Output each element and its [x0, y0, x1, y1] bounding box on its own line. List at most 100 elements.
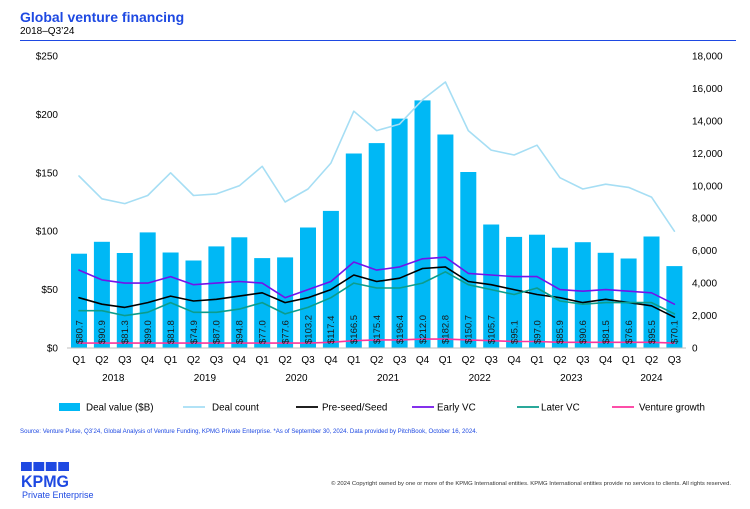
- data-label-q4-2023: $81.5: [601, 320, 612, 344]
- x-axis-quarter-label: Q3: [485, 355, 499, 366]
- bar-deal-value-b-q3-2023: [574, 242, 591, 348]
- legend-label-deal-count: Deal count: [212, 403, 259, 414]
- legend-item-early-vc: Early VC: [412, 403, 476, 414]
- y-axis-left: $0 $50 $100 $150 $200 $250: [36, 52, 59, 355]
- x-axis-quarter-label: Q3: [393, 355, 407, 366]
- kpmg-logo-box: [21, 462, 32, 471]
- bar-deal-value-b-q1-2019: [162, 252, 179, 348]
- bar-deal-value-b-q2-2021: [368, 143, 385, 348]
- x-axis-quarter-label: Q3: [668, 355, 682, 366]
- line-later-vc: [78, 270, 676, 317]
- y-axis-right-tick-label: 14,000: [692, 116, 723, 127]
- legend-label-early-vc: Early VC: [437, 403, 476, 414]
- y-axis-left-tick-label: $250: [36, 52, 59, 63]
- bar-deal-value-b-q3-2020: [300, 227, 316, 348]
- bar-deal-value-b-q1-2018: [71, 253, 87, 348]
- bar-deal-value-b-q1-2023: [529, 234, 545, 348]
- x-axis-quarter-label: Q2: [278, 355, 292, 366]
- x-axis-quarter-label: Q4: [507, 355, 521, 366]
- y-axis-right-tick-label: 8,000: [692, 214, 717, 225]
- bar-deal-value-b-q1-2021: [345, 153, 362, 348]
- bar-deal-value-b-q3-2019: [208, 246, 225, 348]
- bar-deal-value-b-q3-2022: [483, 224, 500, 348]
- x-axis-quarter-label: Q3: [576, 355, 590, 366]
- venture-financing-chart: $0 $50 $100 $150 $200 $250 0 2,000 4,000 6,000 8,0…: [36, 52, 723, 414]
- data-label-q1-2022: $182.8: [441, 315, 452, 344]
- kpmg-logo-box: [45, 462, 57, 471]
- x-axis-quarter-label: Q3: [118, 355, 132, 366]
- kpmg-logo-wordmark: KPMG: [21, 472, 69, 489]
- title-divider: [20, 40, 736, 41]
- line-early-vc: [78, 256, 676, 306]
- line-pre-seed-seed: [78, 266, 676, 319]
- bar-deal-value-b-q3-2021: [391, 118, 408, 348]
- data-label-q3-2024: $70.1: [670, 320, 681, 344]
- kpmg-logo: KPMG: [21, 462, 69, 489]
- data-label-q1-2024: $76.6: [624, 320, 635, 344]
- chart-legend: Deal value ($B) Deal count Pre-seed/Seed Ea…: [59, 403, 705, 414]
- division-name: Private Enterprise: [22, 490, 94, 500]
- copyright-notice: © 2024 Copyright owned by one or more of…: [331, 481, 731, 487]
- x-axis-year-label: 2018: [102, 373, 125, 384]
- x-axis-quarter-label: Q1: [622, 355, 636, 366]
- data-label-q4-2022: $95.1: [509, 320, 520, 344]
- legend-item-deal-count: Deal count: [183, 403, 259, 414]
- legend-item-venture-growth: Venture growth: [612, 403, 705, 414]
- data-labels-deal-value-b: $80.7 $90.9 $81.3 $99.0 $81.8 $74.9 $87.0 $94.8…: [74, 315, 680, 344]
- data-label-q4-2018: $99.0: [143, 320, 154, 344]
- y-axis-right-tick-label: 6,000: [692, 246, 717, 257]
- data-label-q2-2023: $85.9: [555, 320, 566, 344]
- x-axis-quarter-label: Q4: [233, 355, 247, 366]
- chart-title: Global venture financing: [20, 9, 185, 25]
- x-axis-quarter-label: Q1: [164, 355, 178, 366]
- bar-deal-value-b-q4-2019: [231, 237, 248, 348]
- x-axis-year-label: 2023: [560, 373, 583, 384]
- x-axis-quarter-label: Q2: [187, 355, 201, 366]
- x-axis-quarter-label: Q4: [324, 355, 338, 366]
- y-axis-left-tick-label: $200: [36, 110, 59, 121]
- x-axis-quarter-label: Q1: [72, 355, 86, 366]
- bar-deal-value-b-q2-2018: [93, 241, 110, 348]
- y-axis-right-tick-label: 16,000: [692, 84, 723, 95]
- x-axis-quarter-label: Q2: [370, 355, 384, 366]
- x-axis-quarter-label: Q4: [599, 355, 613, 366]
- bar-deal-value-b-q4-2022: [506, 236, 523, 348]
- bar-deal-value-b-q4-2023: [597, 252, 614, 348]
- data-label-q3-2020: $103.2: [303, 315, 314, 344]
- data-label-q3-2022: $105.7: [487, 315, 498, 344]
- data-label-q1-2018: $80.7: [74, 320, 85, 344]
- legend-item-pre-seed-seed: Pre-seed/Seed: [296, 403, 387, 414]
- y-axis-left-tick-label: $150: [36, 168, 59, 179]
- y-axis-right-tick-label: 10,000: [692, 181, 723, 192]
- data-label-q4-2019: $94.8: [235, 320, 246, 344]
- kpmg-logo-box: [33, 462, 45, 471]
- legend-label-deal-value-b: Deal value ($B): [86, 403, 154, 414]
- data-label-q2-2019: $74.9: [189, 320, 200, 344]
- bar-deal-value-b-q4-2018: [139, 232, 156, 348]
- bar-deal-value-b-q2-2019: [185, 260, 202, 348]
- data-label-q1-2023: $97.0: [532, 320, 543, 344]
- x-axis-year-label: 2020: [285, 373, 308, 384]
- x-axis-year-label: 2024: [640, 373, 663, 384]
- legend-label-venture-growth: Venture growth: [639, 403, 705, 414]
- x-axis-quarter-label: Q4: [141, 355, 155, 366]
- chart-subtitle: 2018–Q3’24: [20, 26, 75, 37]
- data-label-q3-2018: $81.3: [120, 320, 131, 344]
- y-axis-left-tick-label: $100: [36, 227, 59, 238]
- bar-deal-value-b-q4-2021: [414, 100, 431, 349]
- data-label-q3-2019: $87.0: [212, 320, 223, 344]
- bar-deal-value-b-q1-2022: [437, 134, 454, 348]
- y-axis-right-tick-label: 18,000: [692, 52, 723, 63]
- x-axis-quarter-label: Q1: [347, 355, 361, 366]
- y-axis-right-tick-label: 0: [692, 344, 698, 355]
- data-label-q4-2021: $212.0: [418, 315, 429, 344]
- data-label-q2-2022: $150.7: [464, 315, 475, 344]
- x-axis-quarter-label: Q1: [530, 355, 544, 366]
- x-axis-quarter-label: Q2: [553, 355, 567, 366]
- bar-deal-value-b-q3-2018: [116, 253, 133, 348]
- data-label-q2-2024: $95.5: [647, 320, 658, 344]
- y-axis-left-tick-label: $0: [47, 344, 59, 355]
- x-axis-quarter-label: Q2: [462, 355, 476, 366]
- legend-swatch-deal-value-b: [59, 403, 80, 411]
- x-axis-year-label: 2019: [194, 373, 217, 384]
